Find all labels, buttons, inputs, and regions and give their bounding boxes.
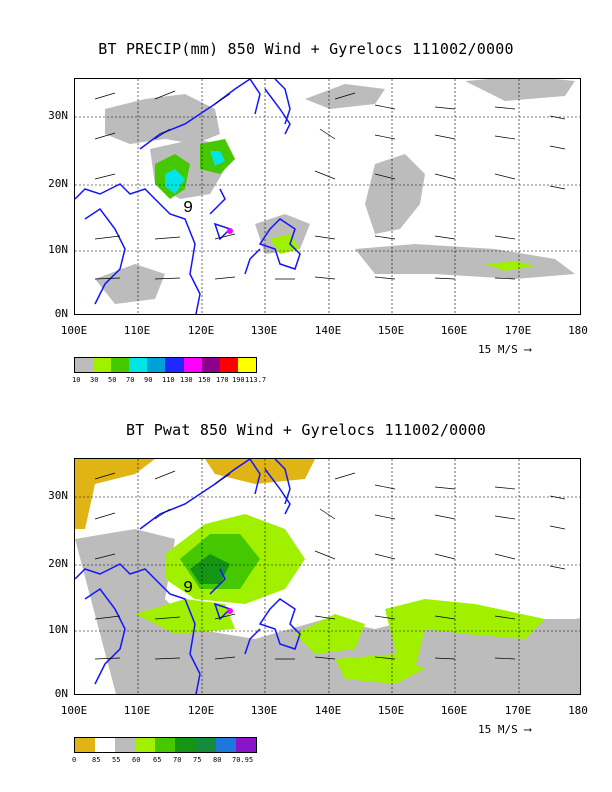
precip-map-canvas: 9 xyxy=(75,79,580,314)
colorbar-label: 70.95 xyxy=(232,756,254,764)
lat-label: 20N xyxy=(48,557,68,570)
colorbar-label: 110 xyxy=(162,376,175,384)
pwat-shading xyxy=(75,459,580,694)
colorbar-label: 50 xyxy=(108,376,117,384)
lon-label: 100E xyxy=(60,704,88,717)
lat-label: 10N xyxy=(48,623,68,636)
colorbar-swatch xyxy=(115,738,136,752)
precip-wind-vectors xyxy=(94,90,566,280)
colorbar-swatch xyxy=(75,738,96,752)
lon-label: 130E xyxy=(250,324,278,337)
colorbar-label: 30 xyxy=(90,376,99,384)
colorbar-label: 80 xyxy=(213,756,222,764)
lon-label: 170E xyxy=(504,704,532,717)
vector-scale-label: 15 M/S ⟶ xyxy=(478,723,531,736)
lon-label: 120E xyxy=(187,704,215,717)
lon-label: 170E xyxy=(504,324,532,337)
panel1-title: BT PRECIP(mm) 850 Wind + Gyrelocs 111002… xyxy=(98,40,514,58)
colorbar-label: 85 xyxy=(92,756,101,764)
lon-label: 130E xyxy=(250,704,278,717)
colorbar-label: 113.7 xyxy=(245,376,267,384)
colorbar-label: 130 xyxy=(180,376,193,384)
colorbar-swatch xyxy=(175,738,196,752)
lon-label: 150E xyxy=(377,704,405,717)
colorbar-swatch xyxy=(237,358,256,372)
colorbar-label: 170 xyxy=(216,376,229,384)
colorbar-label: 70 xyxy=(126,376,135,384)
colorbar-label: 65 xyxy=(153,756,162,764)
precip-colorbar xyxy=(74,357,257,373)
precip-coastline xyxy=(75,79,301,314)
colorbar-swatch xyxy=(135,738,156,752)
lon-label: 110E xyxy=(123,324,151,337)
storm-location-marker-2 xyxy=(227,608,233,614)
pwat-wind-vectors xyxy=(94,470,566,660)
colorbar-label: 0 xyxy=(72,756,77,764)
lon-label: 160E xyxy=(440,324,468,337)
colorbar-swatch xyxy=(111,358,130,372)
panel2-title: BT Pwat 850 Wind + Gyrelocs 111002/0000 xyxy=(126,421,486,439)
colorbar-label: 190 xyxy=(232,376,245,384)
pwat-coastline xyxy=(75,459,301,694)
colorbar-swatch xyxy=(75,358,94,372)
gyre-marker-1: 9 xyxy=(183,199,193,218)
lon-label: 120E xyxy=(187,324,215,337)
pwat-map-canvas: 9 xyxy=(75,459,580,694)
colorbar-swatch xyxy=(235,738,256,752)
lat-label: 20N xyxy=(48,177,68,190)
colorbar-swatch xyxy=(147,358,166,372)
lat-label: 30N xyxy=(48,109,68,122)
pwat-grid xyxy=(75,459,580,694)
lon-label: 150E xyxy=(377,324,405,337)
colorbar-swatch xyxy=(155,738,176,752)
colorbar-swatch xyxy=(95,738,116,752)
storm-location-marker-1 xyxy=(227,228,233,234)
colorbar-label: 60 xyxy=(132,756,141,764)
colorbar-swatch xyxy=(165,358,184,372)
colorbar-label: 90 xyxy=(144,376,153,384)
precip-grid xyxy=(75,79,580,314)
precip-map: 9 xyxy=(74,78,581,315)
lat-label: 30N xyxy=(48,489,68,502)
colorbar-label: 150 xyxy=(198,376,211,384)
colorbar-label: 55 xyxy=(112,756,121,764)
lat-label: 0N xyxy=(54,307,68,320)
colorbar-swatch xyxy=(183,358,202,372)
pwat-map: 9 xyxy=(74,458,581,695)
colorbar-label: 75 xyxy=(193,756,202,764)
colorbar-swatch xyxy=(195,738,216,752)
colorbar-swatch xyxy=(201,358,220,372)
colorbar-swatch xyxy=(219,358,238,372)
colorbar-swatch xyxy=(93,358,112,372)
lon-label: 140E xyxy=(314,704,342,717)
pwat-colorbar xyxy=(74,737,257,753)
lon-label: 160E xyxy=(440,704,468,717)
lat-label: 0N xyxy=(54,687,68,700)
colorbar-swatch xyxy=(129,358,148,372)
precip-shading xyxy=(95,79,575,304)
colorbar-swatch xyxy=(215,738,236,752)
lat-label: 10N xyxy=(48,243,68,256)
vector-scale-label: 15 M/S ⟶ xyxy=(478,343,531,356)
lon-label: 110E xyxy=(123,704,151,717)
colorbar-label: 70 xyxy=(173,756,182,764)
lon-label: 180 xyxy=(568,324,588,337)
lon-label: 100E xyxy=(60,324,88,337)
lon-label: 140E xyxy=(314,324,342,337)
gyre-marker-2: 9 xyxy=(183,579,193,598)
colorbar-label: 10 xyxy=(72,376,81,384)
lon-label: 180 xyxy=(568,704,588,717)
